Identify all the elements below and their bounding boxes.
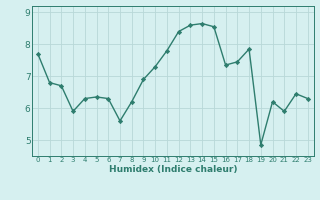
X-axis label: Humidex (Indice chaleur): Humidex (Indice chaleur)	[108, 165, 237, 174]
